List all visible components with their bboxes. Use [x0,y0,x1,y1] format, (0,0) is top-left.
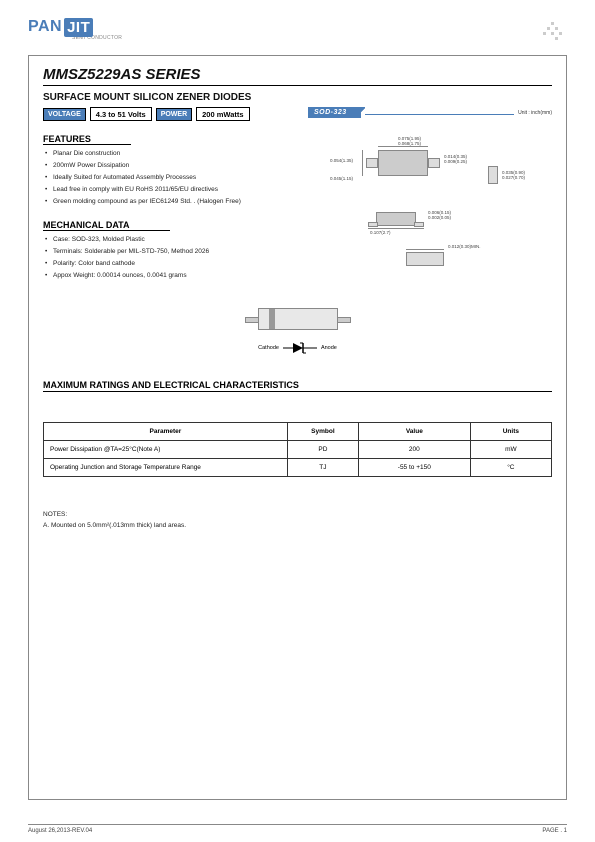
col-symbol: Symbol [287,423,358,441]
package-diagram: 0.075(1.95) 0.068(1.75) 0.054(1.35) 0.04… [308,126,552,296]
notes-section: NOTES: A. Mounted on 5.0mm²(.013mm thick… [43,511,552,529]
dim-text: 0.002(0.05) [428,215,451,220]
features-heading: FEATURES [43,134,131,145]
logo-subtext: SEMI CONDUCTOR [72,35,567,41]
dim-text: 0.027(0.70) [502,175,525,180]
cell-units: mW [470,441,551,459]
logo-text-left: PAN [28,18,62,36]
cell-param: Power Dissipation @TA=25°C(Note A) [44,441,288,459]
table-row: Power Dissipation @TA=25°C(Note A) PD 20… [44,441,552,459]
content-frame: MMSZ5229AS SERIES SURFACE MOUNT SILICON … [28,55,567,800]
package-label: SOD-323 [308,107,361,118]
cell-units: °C [470,459,551,477]
upper-two-col: VOLTAGE 4.3 to 51 Volts POWER 200 mWatts… [43,107,552,296]
cathode-label: Cathode [258,345,279,351]
mech-item: Terminals: Solderable per MIL-STD-750, M… [45,248,298,255]
power-value: 200 mWatts [196,107,249,121]
cell-value: -55 to +150 [358,459,470,477]
ratings-table: Parameter Symbol Value Units Power Dissi… [43,422,552,477]
cell-symbol: TJ [287,459,358,477]
dim-text: 0.107(2.7) [370,230,391,235]
cell-value: 200 [358,441,470,459]
table-header-row: Parameter Symbol Value Units [44,423,552,441]
cell-symbol: PD [287,441,358,459]
max-ratings-section: MAXIMUM RATINGS AND ELECTRICAL CHARACTER… [43,380,552,529]
voltage-value: 4.3 to 51 Volts [90,107,152,121]
notes-title: NOTES: [43,511,552,518]
package-row: SOD-323 Unit : inch(mm) [308,107,552,118]
right-column: SOD-323 Unit : inch(mm) 0.075(1.95) 0.06… [308,107,552,296]
unit-note: Unit : inch(mm) [518,110,552,116]
footer-page: PAGE . 1 [542,828,567,834]
col-parameter: Parameter [44,423,288,441]
zener-diode-icon [283,340,317,356]
notes-text: A. Mounted on 5.0mm²(.013mm thick) land … [43,522,552,529]
mechanical-heading: MECHANICAL DATA [43,220,170,231]
power-label: POWER [156,108,192,121]
schematic-symbol: Cathode Anode [243,340,353,356]
feature-item: Planar Die construction [45,150,298,157]
package-bar [365,111,514,115]
mech-item: Polarity: Color band cathode [45,260,298,267]
feature-item: Lead free in comply with EU RoHS 2011/65… [45,186,298,193]
dim-text: 0.054(1.35) [330,158,353,163]
lead-right [337,317,351,323]
cell-param: Operating Junction and Storage Temperatu… [44,459,288,477]
mech-item: Case: SOD-323, Molded Plastic [45,236,298,243]
component-body [258,308,338,330]
series-title: MMSZ5229AS SERIES [43,66,552,83]
lead-left [245,317,259,323]
footer: August 26,2013-REV.04 PAGE . 1 [28,824,567,834]
spec-row: VOLTAGE 4.3 to 51 Volts POWER 200 mWatts [43,107,298,121]
feature-item: 200mW Power Dissipation [45,162,298,169]
voltage-label: VOLTAGE [43,108,86,121]
left-column: VOLTAGE 4.3 to 51 Volts POWER 200 mWatts… [43,107,298,296]
features-list: Planar Die construction 200mW Power Diss… [45,150,298,205]
feature-item: Ideally Suited for Automated Assembly Pr… [45,174,298,181]
mechanical-list: Case: SOD-323, Molded Plastic Terminals:… [45,236,298,279]
logo-text-right: JIT [64,18,93,37]
dim-text: 0.012(0.30)MIN. [448,244,481,249]
decorative-dots [537,20,567,50]
anode-label: Anode [321,345,337,351]
table-row: Operating Junction and Storage Temperatu… [44,459,552,477]
component-diagram: Cathode Anode [243,308,353,356]
dim-text: 0.009(0.25) [444,159,467,164]
footer-date: August 26,2013-REV.04 [28,828,92,834]
subtitle: SURFACE MOUNT SILICON ZENER DIODES [43,92,552,103]
dim-text: 0.045(1.15) [330,176,353,181]
col-value: Value [358,423,470,441]
feature-item: Green molding compound as per IEC61249 S… [45,198,298,205]
col-units: Units [470,423,551,441]
cathode-band [269,309,275,329]
max-ratings-title: MAXIMUM RATINGS AND ELECTRICAL CHARACTER… [43,380,552,392]
page: PAN JIT SEMI CONDUCTOR MMSZ5229AS SERIES… [0,0,595,842]
title-rule [43,85,552,86]
mech-item: Appox Weight: 0.00014 ounces, 0.0041 gra… [45,272,298,279]
